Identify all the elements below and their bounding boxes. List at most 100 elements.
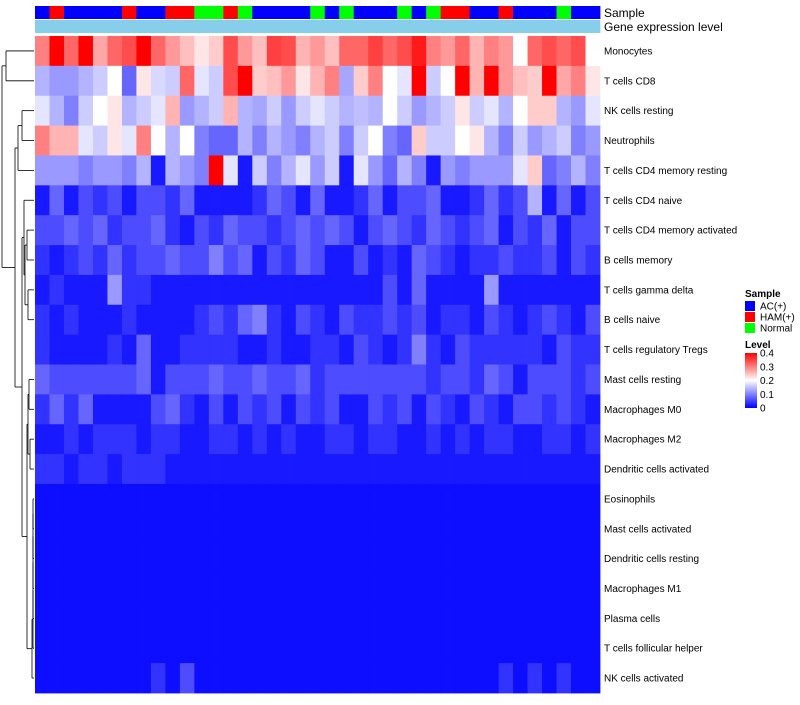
heatmap-cell: [440, 454, 456, 485]
heatmap-cell: [223, 364, 239, 395]
heatmap-cell: [295, 394, 311, 425]
expression-annotation-cell: [208, 20, 224, 33]
heatmap-cell: [411, 663, 427, 694]
heatmap-cell: [426, 125, 442, 156]
heatmap-cell: [281, 543, 297, 574]
row-label: Dendritic cells activated: [604, 465, 709, 476]
heatmap-cell: [542, 573, 557, 604]
heatmap-cell: [165, 483, 181, 515]
heatmap-cell: [237, 573, 253, 604]
heatmap-cell: [571, 245, 586, 276]
heatmap-cell: [281, 215, 297, 246]
heatmap-cell: [266, 274, 282, 306]
heatmap-cell: [484, 543, 499, 574]
heatmap-cell: [63, 274, 79, 306]
heatmap-cell: [353, 394, 369, 425]
heatmap-cell: [136, 454, 152, 485]
heatmap-cell: [353, 573, 369, 604]
heatmap-cell: [136, 633, 152, 664]
heatmap-cell: [107, 483, 123, 515]
heatmap-cell: [339, 95, 355, 126]
heatmap-cell: [426, 215, 442, 246]
heatmap-cell: [136, 364, 152, 395]
heatmap-cell: [295, 155, 311, 186]
heatmap-cell: [208, 155, 224, 186]
heatmap-cell: [237, 215, 253, 246]
heatmap-cell: [484, 125, 499, 156]
expression-annotation-cell: [513, 20, 528, 33]
heatmap-cell: [426, 394, 442, 425]
heatmap-cell: [513, 394, 528, 425]
expression-annotation-cell: [49, 20, 65, 33]
heatmap-cell: [469, 274, 485, 306]
heatmap-cell: [92, 573, 108, 604]
heatmap-cell: [121, 424, 137, 455]
heatmap-cell: [194, 245, 210, 276]
heatmap-cell: [484, 513, 499, 545]
sample-annotation-cell: [513, 6, 528, 19]
heatmap-cell: [107, 245, 123, 276]
heatmap-cell: [92, 633, 108, 664]
heatmap-cell: [484, 215, 499, 246]
heatmap-cell: [223, 663, 239, 694]
heatmap-cell: [498, 454, 514, 485]
sample-annotation-cell: [556, 6, 572, 19]
heatmap-cell: [35, 424, 50, 455]
heatmap-cell: [426, 513, 442, 545]
heatmap-cell: [208, 663, 224, 694]
heatmap-cell: [63, 573, 79, 604]
heatmap-cell: [353, 543, 369, 574]
heatmap-cell: [397, 95, 413, 126]
heatmap-cell: [571, 543, 586, 574]
heatmap-cell: [339, 663, 355, 694]
sample-annotation-cell: [165, 6, 181, 19]
heatmap-cell: [542, 274, 557, 306]
heatmap-cell: [571, 483, 586, 515]
heatmap-cell: [165, 65, 181, 97]
heatmap-cell: [455, 424, 471, 455]
heatmap-cell: [208, 633, 224, 664]
heatmap-cell: [527, 364, 543, 395]
heatmap-cell: [121, 274, 137, 306]
heatmap-cell: [266, 513, 282, 545]
expression-annotation-cell: [455, 20, 471, 33]
heatmap-cell: [440, 543, 456, 574]
heatmap-cell: [107, 36, 123, 67]
heatmap-cell: [252, 483, 268, 515]
heatmap-cell: [49, 36, 65, 67]
heatmap-cell: [136, 215, 152, 246]
heatmap-cell: [397, 155, 413, 186]
heatmap-cell: [513, 513, 528, 545]
heatmap-cell: [498, 394, 514, 425]
heatmap-cell: [353, 36, 369, 67]
heatmap-cell: [411, 36, 427, 67]
heatmap-cell: [35, 633, 50, 664]
heatmap-cell: [440, 394, 456, 425]
heatmap-cell: [78, 543, 94, 574]
heatmap-cell: [35, 543, 50, 574]
row-label: T cells CD8: [604, 76, 656, 87]
heatmap-cell: [469, 304, 485, 336]
heatmap-cell: [368, 603, 384, 634]
heatmap-cell: [310, 633, 326, 664]
heatmap-cell: [179, 334, 195, 365]
row-labels: Monocytes T cells CD8 NK cells resting Neut…: [604, 46, 737, 684]
heatmap-cell: [469, 185, 485, 216]
heatmap-cell: [252, 185, 268, 216]
heatmap-cell: [281, 483, 297, 515]
sample-annotation-cell: [136, 6, 152, 19]
heatmap-cell: [585, 36, 601, 67]
heatmap-cell: [179, 454, 195, 485]
heatmap-cell: [556, 483, 572, 515]
heatmap-cell: [498, 603, 514, 634]
heatmap-cell: [252, 573, 268, 604]
heatmap-cell: [339, 543, 355, 574]
heatmap-cell: [469, 663, 485, 694]
sample-annotation-cell: [223, 6, 239, 19]
heatmap-cell: [35, 573, 50, 604]
heatmap-cell: [223, 274, 239, 306]
heatmap-cell: [440, 215, 456, 246]
heatmap-cell: [208, 274, 224, 306]
heatmap-cell: [513, 663, 528, 694]
